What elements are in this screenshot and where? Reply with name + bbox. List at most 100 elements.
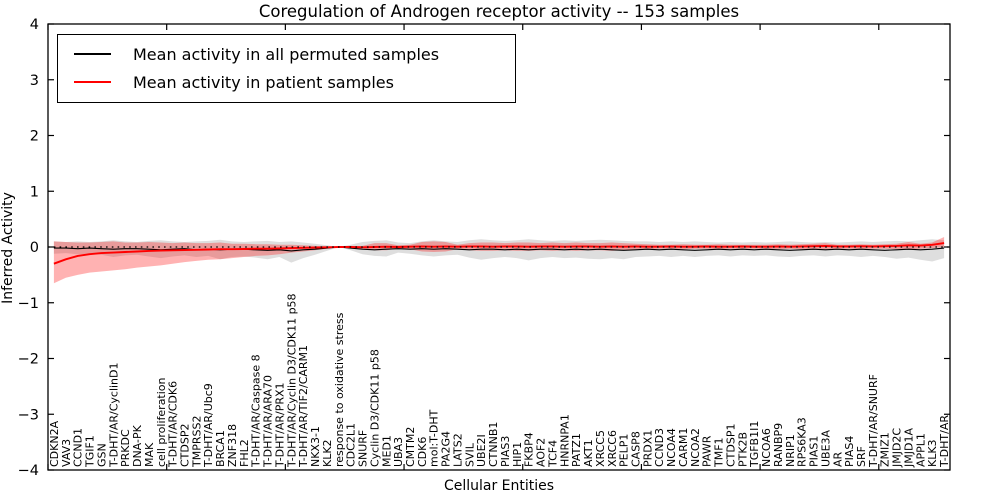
category-label: T-DHT/AR/ARA70 [262,375,275,468]
category-label: PRDX1 [641,430,654,467]
category-label: NCOA4 [665,428,678,467]
category-label: XRCC6 [606,430,619,467]
legend: Mean activity in all permuted samples Me… [57,34,516,103]
category-label: UBE3A [819,429,832,467]
category-label: NKX3-1 [309,426,322,467]
legend-label: Mean activity in patient samples [133,72,394,92]
category-label: CARM1 [677,428,690,467]
category-label: AOF2 [535,438,548,467]
category-label: T-DHT/AR/Ubc9 [202,383,215,468]
category-label: KLK3 [926,439,939,467]
category-label: T-DHT/AR/Cyclin D3/CDK11 p58 [285,293,298,468]
category-label: SRF [855,446,868,467]
legend-line-sample-black [74,53,111,55]
chart-title: Coregulation of Androgen receptor activi… [258,2,740,21]
category-label: CTDSP1 [724,424,737,467]
plot-frame [47,23,951,471]
category-label: NRIP1 [784,434,797,467]
mean-line-patient [53,242,945,265]
category-label: PIAS1 [808,436,821,467]
confidence-band-permuted [53,239,945,263]
category-label: CDC2L1 [345,423,358,467]
category-label: PAWR [701,435,714,467]
y-tick-label: −3 [18,407,39,423]
category-label: cell proliferation [155,377,168,467]
category-label: APPL1 [914,433,927,467]
category-label: XRCC5 [594,430,607,467]
category-label: ZNF318 [226,424,239,467]
category-label: T-DHT/AR/Caspase 8 [250,354,263,468]
category-label: Cyclin D3/CDK11 p58 [368,349,381,467]
y-tick-label: 1 [30,184,39,200]
category-label: CTDSP2 [178,424,191,467]
category-label: PIAS4 [843,436,856,467]
category-label: response to oxidative stress [333,312,346,467]
category-label: CASP8 [629,431,642,467]
category-label: NCOA2 [689,428,702,467]
y-tick-label: 0 [30,240,39,256]
category-label: AR [831,451,844,467]
y-tick-label: −1 [18,296,39,312]
category-label: FHL2 [238,439,251,467]
category-label: SVIL [463,442,476,467]
category-label: T-DHT/AR/PRX1 [273,382,286,468]
legend-entry-patient: Mean activity in patient samples [58,68,515,96]
category-label: GSN [95,443,108,467]
category-label: TCF4 [546,440,559,468]
category-label: BRCA1 [214,430,227,467]
category-label: JMJD1A [902,428,915,468]
category-label: VAV3 [60,439,73,467]
category-label: T-DHT/AR/TIF2/CARM1 [297,345,310,468]
category-label: ZMIZ1 [879,432,892,467]
category-label: PTK2B [736,432,749,467]
y-tick-label: 4 [30,17,39,33]
y-tick-label: −2 [18,352,39,368]
category-label: T-DHT/AR [938,415,951,468]
category-label: PIAS3 [499,436,512,467]
category-label: T-DHT/AR/SNURF [867,374,880,468]
category-label: DNA-PK [131,424,144,467]
category-label: CCND1 [72,428,85,467]
category-label: PELP1 [618,434,631,467]
category-label: SNURF [357,430,370,467]
category-label: KLK2 [321,439,334,467]
category-label: UBA3 [392,437,405,467]
category-label: T-DHT/AR/CDK6 [167,381,180,468]
y-tick-label: −4 [18,463,39,479]
category-label: TGFB1I1 [748,421,761,468]
category-label: HNRNPA1 [558,414,571,467]
category-label: UBE2I [475,434,488,467]
category-label: MED1 [380,435,393,467]
category-label: JMJD2C [891,428,904,468]
category-label: TGIF1 [84,435,97,468]
legend-entry-permuted: Mean activity in all permuted samples [58,40,515,68]
category-label: T-DHT/AR/CyclinD1 [107,362,120,468]
category-label: AKT1 [582,439,595,467]
category-label: RANBP9 [772,423,785,467]
category-label: mol:T-DHT [428,409,441,467]
category-label: RPS6KA3 [796,417,809,467]
legend-line-sample-red [74,81,111,83]
category-label: FKBP4 [523,432,536,467]
category-label: PATZ1 [570,433,583,467]
category-label: HIP1 [511,442,524,467]
category-label: CTNNB1 [487,422,500,467]
category-label: CDK6 [416,437,429,467]
category-label: PA2G4 [440,431,453,467]
confidence-band-patient [53,237,945,284]
x-axis-label: Cellular Entities [443,478,555,494]
y-tick-label: 3 [30,73,39,89]
category-label: CCND3 [653,428,666,467]
legend-label: Mean activity in all permuted samples [133,44,440,64]
category-label: LATS2 [451,433,464,467]
category-label: NCOA6 [760,428,773,467]
category-label: MAK [143,442,156,467]
category-label: PRKDC [119,429,132,467]
category-label: CMTM2 [404,427,417,467]
y-tick-label: 2 [30,129,39,145]
category-label: TMF1 [713,437,726,468]
category-label: TMPRSS2 [190,416,203,468]
category-label: CDKN2A [48,420,61,467]
